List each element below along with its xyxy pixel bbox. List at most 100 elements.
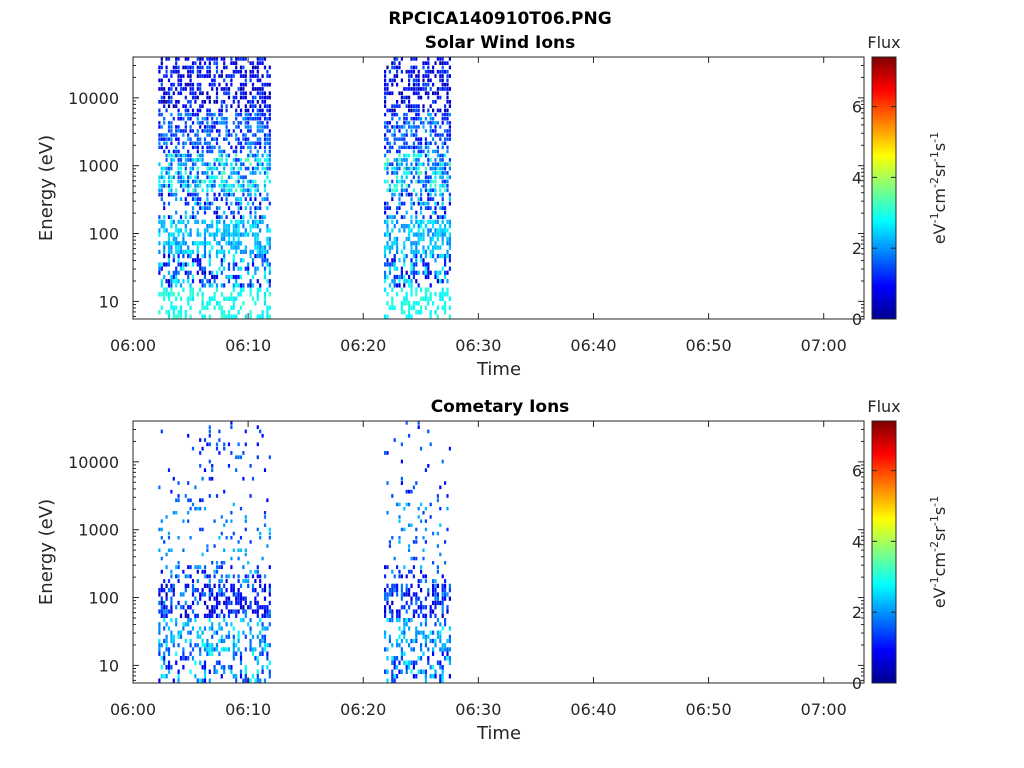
- heatmap-cell: [420, 192, 423, 197]
- heatmap-cell: [199, 287, 202, 292]
- heatmap-cell: [232, 258, 235, 263]
- heatmap-cell: [408, 95, 411, 100]
- heatmap-cell: [189, 137, 192, 141]
- heatmap-cell: [211, 78, 214, 83]
- heatmap-cell: [432, 651, 435, 656]
- heatmap-cell: [230, 305, 233, 310]
- x-tick-label: 06:40: [570, 336, 616, 355]
- heatmap-cell: [244, 228, 247, 233]
- heatmap-cell: [199, 184, 202, 188]
- heatmap-cell: [208, 57, 211, 61]
- heatmap-cell: [211, 464, 214, 468]
- heatmap-cell: [384, 245, 387, 250]
- heatmap-cell: [266, 279, 269, 284]
- heatmap-cell: [170, 583, 173, 588]
- heatmap-cell: [235, 133, 238, 137]
- heatmap-cell: [415, 192, 418, 197]
- heatmap-cell: [220, 634, 223, 639]
- heatmap-cell: [211, 609, 214, 614]
- heatmap-cell: [199, 647, 202, 652]
- heatmap-cell: [187, 117, 190, 121]
- heatmap-cell: [444, 210, 447, 215]
- heatmap-cell: [436, 630, 439, 635]
- heatmap-cell: [254, 197, 257, 201]
- heatmap-cell: [230, 245, 233, 250]
- heatmap-cell: [167, 104, 171, 108]
- heatmap-cell: [405, 421, 408, 425]
- heatmap-cell: [220, 162, 223, 167]
- heatmap-cell: [441, 287, 444, 292]
- heatmap-cell: [256, 184, 259, 188]
- heatmap-cell: [249, 494, 252, 498]
- heatmap-cell: [191, 121, 195, 125]
- heatmap-cell: [439, 279, 442, 284]
- heatmap-cell: [256, 57, 259, 61]
- heatmap-cell: [203, 228, 207, 233]
- heatmap-cell: [167, 647, 171, 652]
- heatmap-cell: [384, 95, 387, 100]
- heatmap-cell: [239, 258, 243, 263]
- heatmap-cell: [196, 74, 199, 78]
- heatmap-cell: [424, 622, 427, 627]
- heatmap-cell: [215, 91, 219, 96]
- heatmap-cell: [206, 305, 209, 310]
- heatmap-cell: [235, 249, 238, 254]
- heatmap-cell: [429, 166, 432, 171]
- heatmap-cell: [420, 569, 423, 574]
- heatmap-cell: [172, 643, 175, 648]
- heatmap-cell: [165, 613, 168, 618]
- heatmap-cell: [215, 605, 219, 610]
- heatmap-cell: [160, 305, 163, 310]
- heatmap-cell: [187, 481, 190, 485]
- heatmap-cell: [203, 468, 207, 472]
- heatmap-cell: [218, 583, 221, 588]
- heatmap-cell: [165, 108, 168, 113]
- heatmap-cell: [393, 129, 396, 133]
- heatmap-cell: [244, 574, 247, 579]
- heatmap-cell: [396, 149, 399, 154]
- heatmap-cell: [179, 266, 183, 271]
- heatmap-cell: [218, 638, 221, 644]
- heatmap-cell: [191, 292, 195, 297]
- x-tick-label: 06:10: [225, 336, 271, 355]
- heatmap-cell: [256, 158, 259, 162]
- heatmap-cell: [242, 133, 245, 137]
- heatmap-cell: [256, 605, 259, 610]
- heatmap-cell: [225, 574, 228, 579]
- heatmap-cell: [420, 162, 423, 167]
- heatmap-cell: [179, 91, 183, 96]
- heatmap-cell: [439, 74, 442, 78]
- heatmap-cell: [441, 305, 444, 310]
- heatmap-cell: [189, 574, 192, 579]
- heatmap-cell: [175, 266, 178, 271]
- heatmap-cell: [412, 166, 415, 171]
- heatmap-cell: [384, 166, 387, 171]
- heatmap-cell: [163, 91, 166, 96]
- heatmap-cell: [187, 192, 190, 197]
- heatmap-cell: [244, 91, 247, 96]
- heatmap-cell: [223, 310, 226, 315]
- heatmap-cell: [191, 287, 195, 292]
- heatmap-cell: [211, 592, 214, 597]
- heatmap-cell: [215, 569, 219, 574]
- heatmap-cell: [220, 57, 223, 61]
- heatmap-cell: [220, 158, 223, 162]
- heatmap-cell: [223, 91, 226, 96]
- heatmap-cell: [412, 249, 415, 254]
- heatmap-cell: [213, 609, 216, 614]
- heatmap-cell: [227, 153, 231, 158]
- heatmap-cell: [218, 651, 221, 656]
- heatmap-cell: [434, 166, 437, 171]
- heatmap-cell: [408, 489, 411, 494]
- heatmap-cell: [391, 279, 394, 284]
- heatmap-cell: [415, 270, 418, 275]
- heatmap-cell: [208, 108, 211, 113]
- heatmap-cell: [201, 592, 204, 597]
- heatmap-cell: [386, 219, 389, 224]
- heatmap-cell: [441, 61, 444, 65]
- heatmap-cell: [191, 179, 195, 184]
- heatmap-cell: [256, 69, 259, 74]
- heatmap-cell: [160, 175, 163, 180]
- heatmap-cell: [251, 274, 255, 280]
- heatmap-cell: [223, 600, 226, 606]
